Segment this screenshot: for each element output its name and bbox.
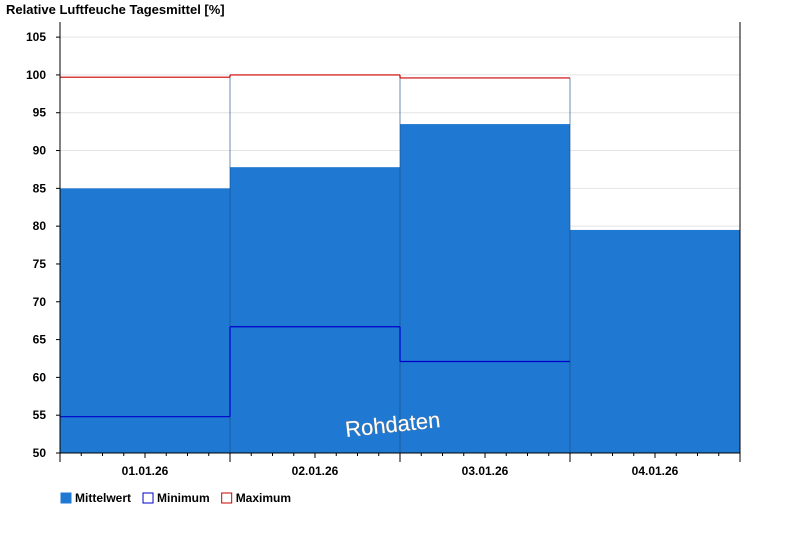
y-tick-label: 100 (26, 68, 46, 82)
y-tick-label: 90 (33, 144, 47, 158)
y-tick-label: 105 (26, 30, 46, 44)
mean-bar (60, 188, 230, 453)
y-tick-label: 80 (33, 219, 47, 233)
legend-label: Maximum (236, 491, 291, 505)
mean-bar (230, 167, 400, 453)
y-axis-ticks: 50 55 60 65 70 75 80 85 90 95 100 105 (26, 30, 60, 460)
mean-bars (60, 124, 740, 453)
mean-bar (400, 124, 570, 453)
chart-title: Relative Luftfeuche Tagesmittel [%] (6, 2, 225, 17)
min-max-lines (60, 74, 571, 453)
y-tick-label: 55 (33, 408, 47, 422)
y-tick-label: 75 (33, 257, 47, 271)
legend-swatch (221, 492, 233, 504)
y-tick-label: 85 (33, 181, 47, 195)
x-tick-label: 04.01.26 (632, 464, 679, 478)
y-tick-label: 65 (33, 333, 47, 347)
legend: Mittelwert Minimum Maximum (60, 491, 291, 505)
y-tick-label: 95 (33, 106, 47, 120)
legend-swatch (60, 492, 72, 504)
y-tick-label: 60 (33, 370, 47, 384)
legend-swatch (142, 492, 154, 504)
y-tick-label: 50 (33, 446, 47, 460)
y-tick-label: 70 (33, 295, 47, 309)
mean-bar (570, 229, 740, 453)
x-axis-ticks: 01.01.26 02.01.26 03.01.26 04.01.26 (59, 453, 741, 478)
legend-label: Mittelwert (75, 491, 131, 505)
x-tick-label: 02.01.26 (292, 464, 339, 478)
x-tick-label: 01.01.26 (122, 464, 169, 478)
legend-label: Minimum (157, 491, 210, 505)
x-tick-label: 03.01.26 (462, 464, 509, 478)
